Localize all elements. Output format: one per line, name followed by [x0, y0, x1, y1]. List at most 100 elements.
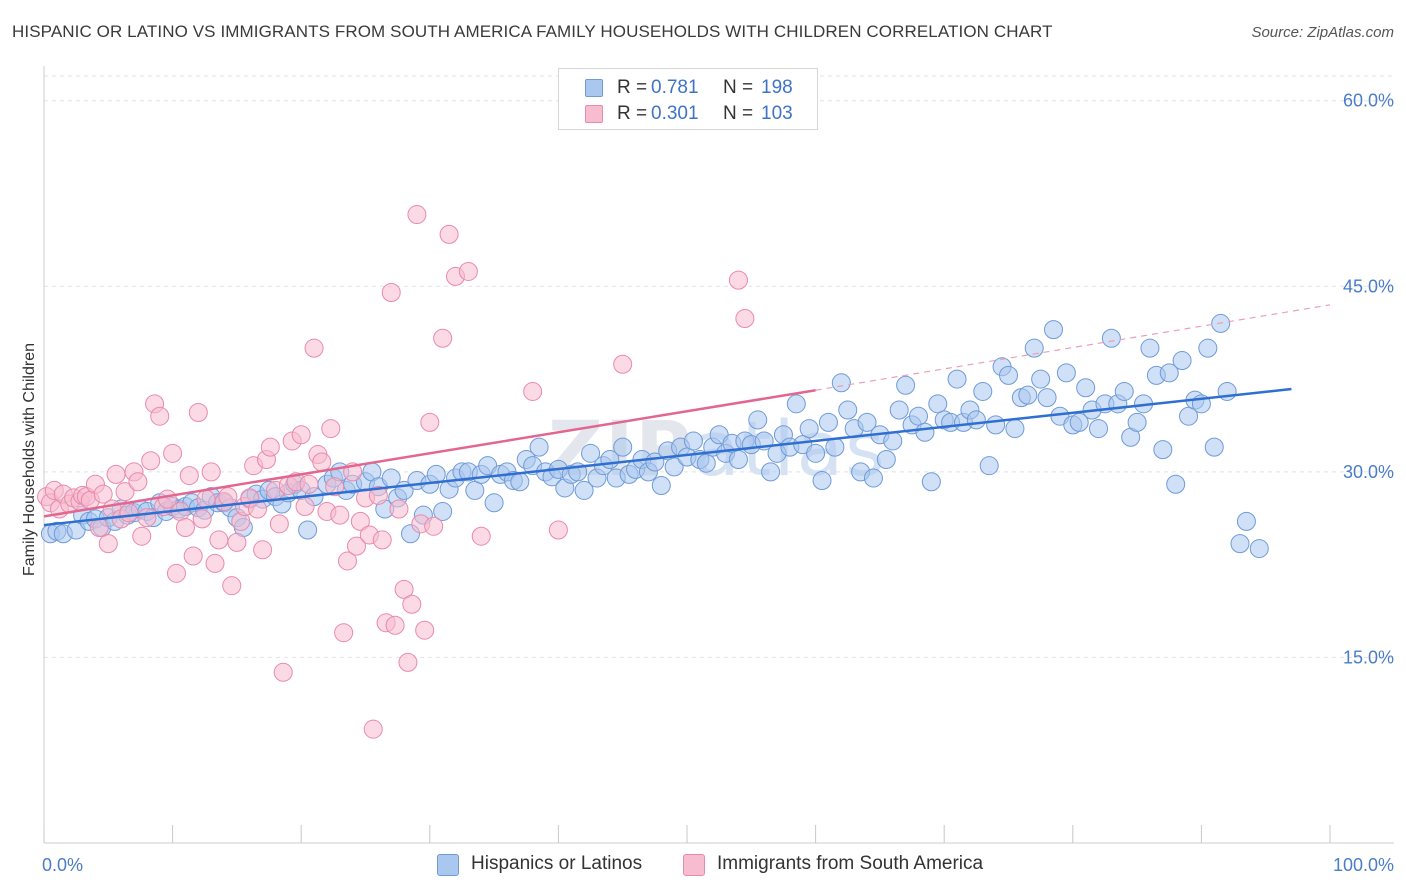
point-south-america [368, 485, 388, 505]
point-hispanic [838, 400, 858, 420]
point-south-america [253, 540, 273, 560]
stats-row-hispanic: R = 0.781 N = 198 [559, 75, 817, 101]
data-points [37, 205, 1269, 739]
stats-legend-box: R = 0.781 N = 198 R = 0.301 N = 103 [558, 68, 818, 130]
point-hispanic [799, 419, 819, 439]
point-hispanic [433, 501, 453, 521]
point-hispanic [1153, 440, 1173, 460]
point-south-america [346, 536, 366, 556]
point-hispanic [1140, 338, 1160, 358]
trend-line-hispanic [43, 387, 1292, 527]
point-hispanic [921, 472, 941, 492]
r-value: 0.781 [651, 77, 699, 98]
point-hispanic [510, 472, 530, 492]
point-hispanic [1249, 539, 1269, 559]
point-south-america [523, 381, 543, 401]
point-south-america [325, 477, 345, 497]
point-south-america [350, 511, 370, 531]
legend-label-hispanic: Hispanics or Latinos [471, 853, 643, 874]
point-hispanic [651, 475, 671, 495]
source-credit: Source: ZipAtlas.com [1251, 24, 1394, 41]
trend-lines [43, 304, 1331, 527]
trend-line-south-america [43, 388, 816, 518]
chart-title: HISPANIC OR LATINO VS IMMIGRANTS FROM SO… [12, 22, 1053, 41]
point-south-america [330, 505, 350, 525]
point-hispanic [1236, 511, 1256, 531]
point-south-america [735, 308, 755, 328]
grid-lines [44, 75, 1394, 658]
point-south-america [334, 623, 354, 643]
point-south-america [260, 437, 280, 457]
axes [43, 66, 1394, 844]
point-south-america [269, 514, 289, 534]
point-south-america [458, 261, 478, 281]
point-hispanic [1204, 437, 1224, 457]
point-hispanic [908, 406, 928, 426]
point-south-america [471, 526, 491, 546]
point-south-america [337, 551, 357, 571]
point-south-america [424, 516, 444, 536]
point-hispanic [1101, 328, 1121, 348]
point-south-america [420, 412, 440, 432]
point-hispanic [465, 480, 485, 500]
point-hispanic [1089, 419, 1109, 439]
point-hispanic [484, 493, 504, 513]
point-hispanic [1166, 474, 1186, 494]
point-hispanic [876, 450, 896, 469]
point-south-america [398, 652, 418, 672]
point-south-america [402, 594, 422, 614]
point-south-america [115, 482, 135, 502]
point-hispanic [1198, 338, 1218, 358]
point-south-america [363, 719, 383, 739]
point-hispanic [806, 443, 826, 463]
point-hispanic [1230, 534, 1250, 554]
bottom-legend: Hispanics or Latinos Immigrants from Sou… [0, 852, 1406, 878]
point-hispanic [298, 520, 318, 540]
y-tick-label: 45.0% [1343, 276, 1394, 296]
point-hispanic [896, 375, 916, 395]
point-hispanic [973, 381, 993, 401]
point-hispanic [831, 373, 851, 393]
point-hispanic [581, 443, 601, 463]
point-south-america [381, 282, 401, 302]
point-south-america [163, 443, 183, 463]
point-hispanic [1179, 406, 1199, 426]
point-south-america [433, 328, 453, 348]
point-hispanic [1127, 412, 1147, 432]
point-south-america [201, 462, 221, 482]
point-south-america [385, 615, 405, 635]
point-hispanic [915, 422, 935, 442]
point-south-america [227, 532, 247, 552]
point-south-america [299, 474, 319, 494]
point-hispanic [928, 394, 948, 414]
point-hispanic [889, 400, 909, 420]
point-south-america [205, 553, 225, 573]
point-hispanic [1172, 351, 1192, 371]
point-south-america [439, 224, 459, 244]
point-south-america [247, 499, 267, 519]
point-south-america [98, 534, 118, 554]
point-hispanic [613, 437, 633, 457]
point-south-america [613, 354, 633, 374]
point-south-america [188, 402, 208, 422]
point-south-america [166, 563, 186, 583]
point-hispanic [786, 394, 806, 414]
point-hispanic [1159, 363, 1179, 383]
point-south-america [150, 406, 170, 426]
n-label: N = [723, 103, 754, 124]
n-value: 198 [761, 77, 793, 98]
point-hispanic [728, 450, 748, 469]
point-south-america [273, 662, 293, 682]
r-label: R = [617, 103, 648, 124]
point-south-america [106, 464, 126, 484]
point-hispanic [1018, 385, 1038, 405]
point-south-america [179, 466, 199, 486]
y-tick-label: 60.0% [1343, 91, 1394, 111]
point-hispanic [818, 412, 838, 432]
point-south-america [132, 526, 152, 546]
point-south-america [291, 425, 311, 445]
point-south-america [218, 487, 238, 507]
point-south-america [415, 620, 435, 640]
legend-swatch-hispanic [437, 854, 459, 876]
